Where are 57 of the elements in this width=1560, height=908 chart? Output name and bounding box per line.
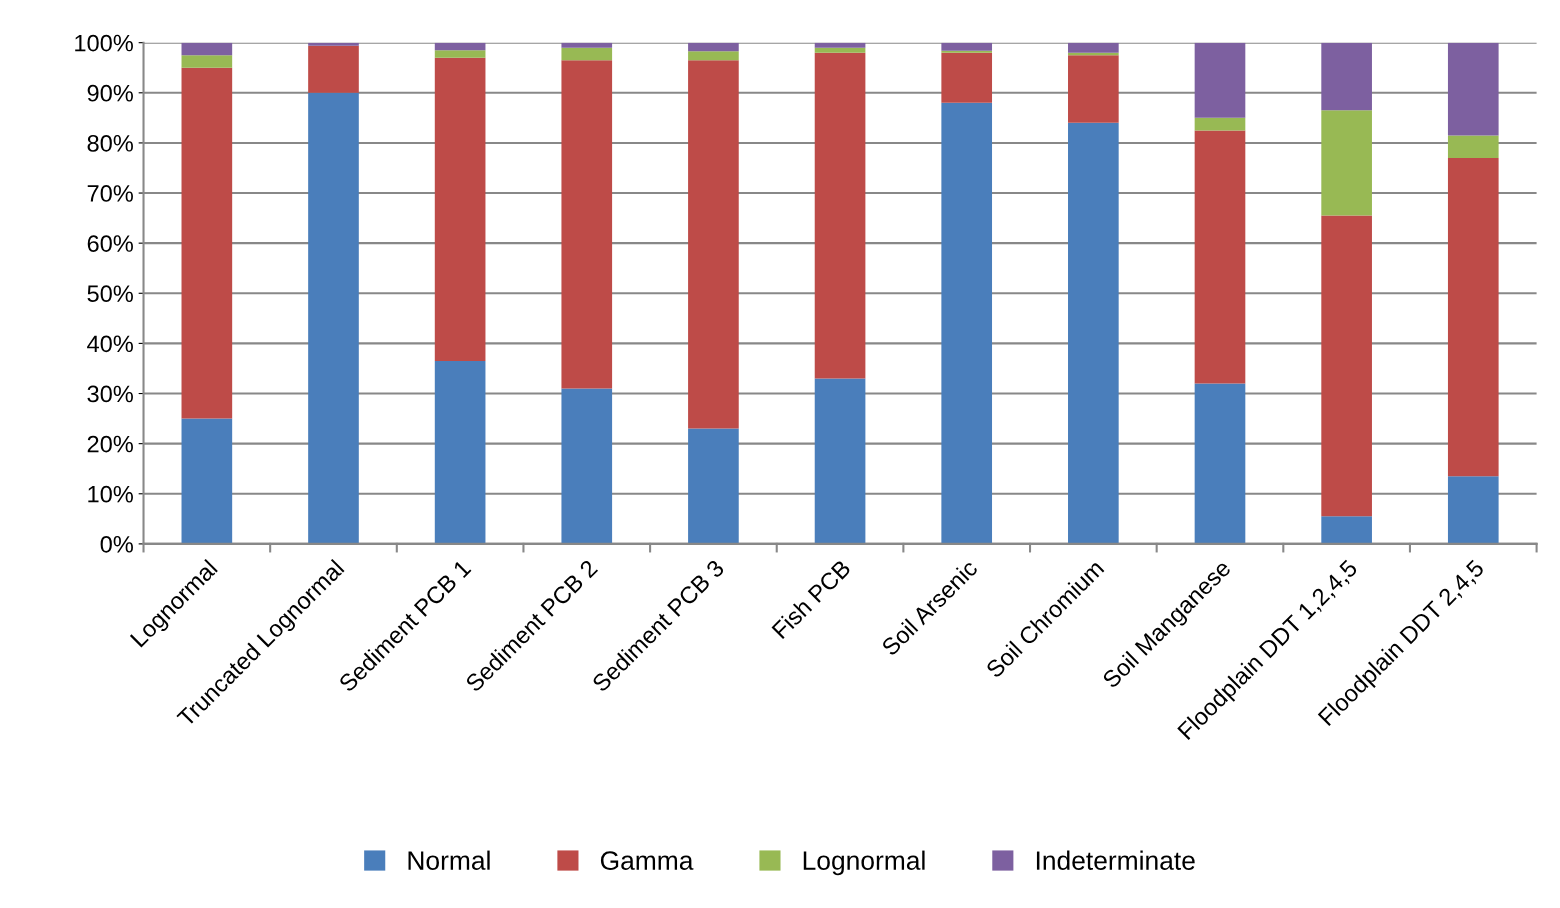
y-tick-label: 40% xyxy=(87,335,133,353)
bar xyxy=(688,42,739,52)
bar xyxy=(308,45,359,93)
bar xyxy=(688,60,739,429)
y-tick-label: 20% xyxy=(87,435,133,453)
bar xyxy=(688,51,739,61)
bar xyxy=(434,50,486,58)
bar xyxy=(814,42,866,48)
bar xyxy=(308,92,359,544)
bar xyxy=(434,360,486,544)
bar xyxy=(1321,110,1372,216)
bar xyxy=(1194,130,1246,384)
bar xyxy=(308,42,359,46)
legend-label: Gamma xyxy=(600,851,694,870)
bar xyxy=(181,42,233,56)
y-tick-label: 0% xyxy=(100,535,133,553)
bar xyxy=(1321,42,1372,111)
bar xyxy=(181,55,233,68)
bar xyxy=(434,42,486,51)
bar xyxy=(814,47,866,53)
bar xyxy=(941,102,993,544)
y-tick-label: 60% xyxy=(87,235,133,252)
y-tick-label: 70% xyxy=(87,185,133,202)
bar xyxy=(814,378,866,544)
bar xyxy=(561,388,613,544)
y-tick-label: 100% xyxy=(75,34,133,52)
legend-label: Indeterminate xyxy=(1036,850,1195,870)
bar xyxy=(1447,476,1499,544)
bar xyxy=(1194,117,1246,131)
y-tick-label: 90% xyxy=(87,84,133,102)
bar xyxy=(1321,516,1372,544)
bar xyxy=(561,42,613,48)
bar xyxy=(1194,42,1246,118)
y-tick-label: 10% xyxy=(88,485,133,503)
y-tick-label: 50% xyxy=(87,285,133,303)
y-tick-label: 80% xyxy=(87,134,133,152)
bar xyxy=(1068,122,1119,544)
bar xyxy=(1068,42,1119,53)
bar xyxy=(1447,42,1499,136)
bar xyxy=(941,42,993,51)
bar xyxy=(181,67,233,419)
y-tick-label: 30% xyxy=(87,385,133,403)
bar xyxy=(1321,215,1372,517)
bar xyxy=(561,60,613,389)
bar xyxy=(814,52,866,379)
bar xyxy=(1447,135,1499,158)
bar xyxy=(181,418,233,544)
legend-label: Normal xyxy=(408,850,490,870)
bar xyxy=(688,428,739,544)
bar xyxy=(1068,55,1119,123)
bar xyxy=(1194,383,1246,544)
bar xyxy=(434,57,486,361)
bar xyxy=(941,50,993,53)
legend-label: Lognormal xyxy=(803,850,925,876)
bar xyxy=(941,52,993,103)
bar xyxy=(561,47,613,61)
bar xyxy=(1447,157,1499,477)
